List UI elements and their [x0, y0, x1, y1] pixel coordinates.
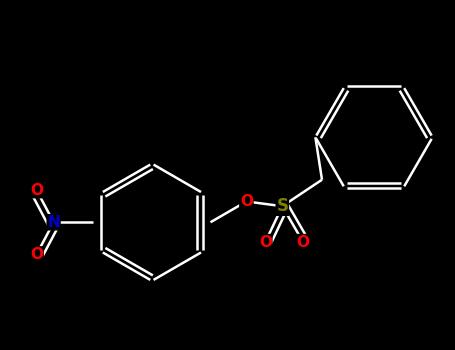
Text: S: S	[276, 197, 288, 215]
Text: O: O	[30, 247, 43, 262]
Text: O: O	[297, 234, 309, 250]
Text: O: O	[259, 234, 272, 250]
Text: N: N	[47, 215, 60, 230]
Text: O: O	[30, 183, 43, 198]
Text: O: O	[240, 194, 253, 209]
